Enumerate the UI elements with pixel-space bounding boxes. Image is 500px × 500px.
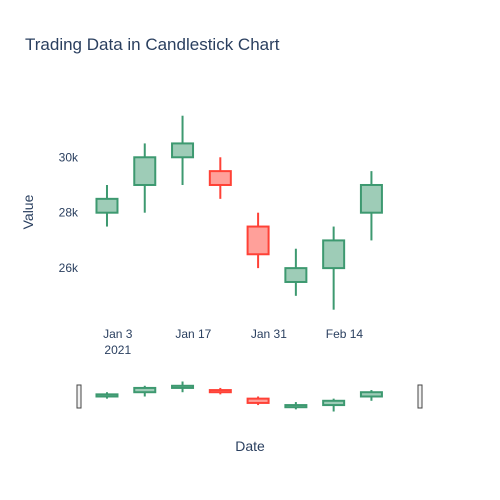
range-slider[interactable] [76,381,423,412]
x-tick-label: Jan 31 [251,327,287,341]
candle-body [95,197,119,214]
mini-candle-body [133,386,157,394]
mini-candle-increasing [284,402,308,410]
mini-candle-body [284,404,308,409]
candle-increasing [359,171,383,241]
x-tick-sublabel: 2021 [104,343,131,357]
candle-increasing [171,115,195,185]
x-axis-title: Date [235,438,265,454]
candle-increasing [284,248,308,296]
mini-candle-increasing [322,398,346,412]
candle-body [322,239,346,270]
y-axis-ticks: 26k 28k 30k [59,150,79,275]
mini-candle-body [322,399,346,407]
candle-decreasing [208,157,232,199]
candle-increasing [133,143,157,213]
candle-body [359,183,383,214]
mini-candle-body [359,391,383,398]
mini-candle-body [208,389,232,394]
x-axis-ticks: Jan 3 2021 Jan 17 Jan 31 Feb 14 [103,327,363,357]
mini-candle-increasing [95,392,119,399]
mini-candle-increasing [171,381,195,393]
mini-candle-decreasing [208,387,232,395]
mini-candle-increasing [359,390,383,401]
y-tick-label: 26k [59,261,79,275]
chart-title: Trading Data in Candlestick Chart [25,35,280,54]
range-slider-right-handle[interactable] [417,384,423,409]
range-slider-left-handle[interactable] [76,384,82,409]
x-tick-label: Jan 17 [175,327,211,341]
candles-layer [95,115,383,310]
x-tick-label: Jan 3 [103,327,133,341]
candle-body [284,267,308,283]
mini-candle-increasing [133,385,157,397]
candle-body [171,142,195,159]
mini-candle-decreasing [246,396,270,406]
candle-increasing [95,184,119,227]
x-tick-label: Feb 14 [326,327,364,341]
range-slider-candles [95,381,383,412]
candle-body [133,156,157,186]
y-tick-label: 28k [59,206,79,220]
candle-body [246,225,270,256]
mini-candle-body [246,397,270,404]
y-tick-label: 30k [59,150,79,164]
candle-body [208,170,232,186]
candle-decreasing [246,212,270,269]
candle-increasing [322,226,346,310]
y-axis-title: Value [20,194,36,229]
mini-candle-body [171,384,195,389]
mini-candle-body [95,393,119,398]
